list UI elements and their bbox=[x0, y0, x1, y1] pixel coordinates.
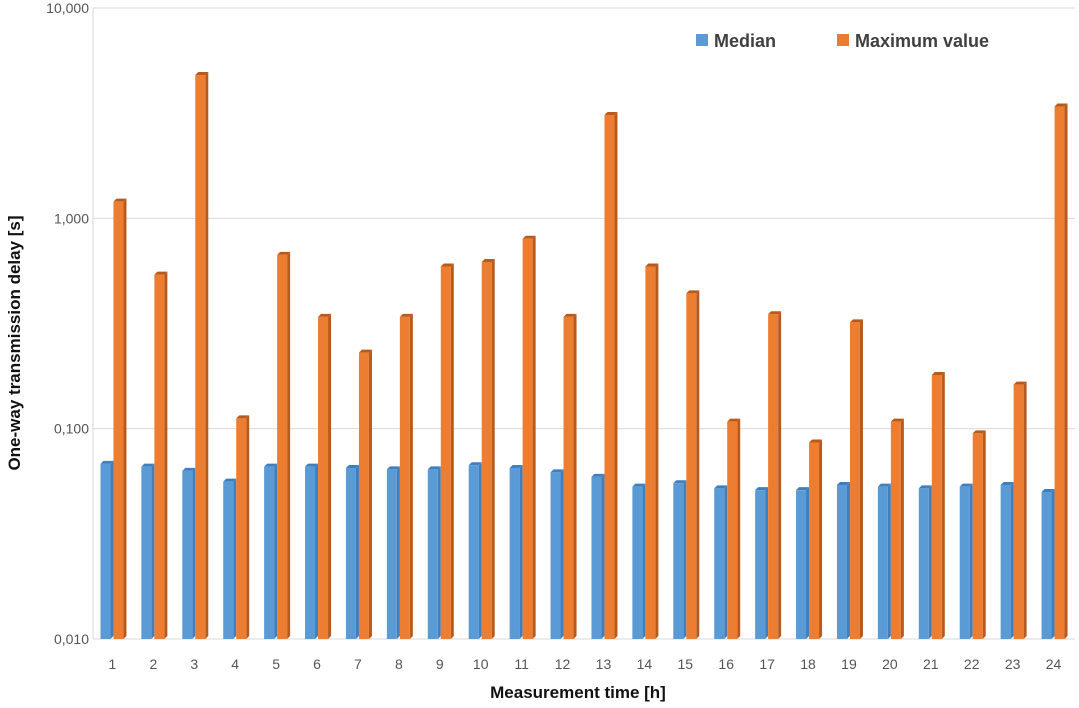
bar-maximum bbox=[686, 290, 700, 639]
y-axis-title: One-way transmission delay [s] bbox=[5, 215, 24, 470]
bar-median bbox=[509, 465, 523, 639]
x-tick-label: 18 bbox=[800, 656, 816, 672]
bar-maximum bbox=[890, 418, 904, 639]
bar-maximum bbox=[1013, 381, 1027, 639]
bar-median bbox=[1000, 481, 1014, 639]
x-tick-label: 20 bbox=[882, 656, 898, 672]
x-tick-label: 11 bbox=[514, 656, 529, 672]
bar-maximum bbox=[563, 313, 577, 639]
x-tick-label: 21 bbox=[923, 656, 939, 672]
x-tick-label: 16 bbox=[718, 656, 734, 672]
bar-maximum bbox=[399, 313, 413, 639]
bar-median bbox=[550, 469, 564, 639]
bar-maximum bbox=[522, 235, 536, 639]
bar-median bbox=[468, 462, 482, 639]
bar-maximum bbox=[809, 439, 823, 639]
y-tick-label: 0,010 bbox=[54, 631, 89, 647]
x-tick-label: 23 bbox=[1005, 656, 1021, 672]
legend: Median Maximum value bbox=[696, 31, 989, 51]
bar-maximum bbox=[604, 111, 618, 640]
x-tick-label: 19 bbox=[841, 656, 857, 672]
y-axis-ticks: 0,010 0,100 1,000 10,000 bbox=[46, 0, 89, 647]
bar-maximum bbox=[277, 251, 291, 640]
bar-maximum bbox=[154, 271, 168, 639]
bar-median bbox=[427, 466, 441, 639]
legend-swatch-maximum bbox=[837, 34, 849, 46]
x-tick-label: 10 bbox=[473, 656, 489, 672]
bar-median bbox=[100, 460, 114, 639]
bar-median bbox=[182, 467, 196, 639]
x-axis-title: Measurement time [h] bbox=[490, 683, 666, 702]
bar-maximum bbox=[972, 430, 986, 639]
legend-swatch-median bbox=[696, 34, 708, 46]
bar-maximum bbox=[358, 349, 372, 639]
x-tick-label: 3 bbox=[190, 656, 198, 672]
bar-median bbox=[959, 483, 973, 639]
x-tick-label: 7 bbox=[354, 656, 362, 672]
bar-median bbox=[796, 487, 810, 639]
bar-maximum bbox=[440, 263, 454, 639]
bar-maximum bbox=[236, 415, 250, 639]
x-tick-label: 9 bbox=[436, 656, 444, 672]
bar-median bbox=[1041, 488, 1055, 639]
bars bbox=[100, 72, 1068, 640]
bar-median bbox=[305, 463, 319, 639]
bar-median bbox=[877, 483, 891, 639]
bar-median bbox=[673, 480, 687, 639]
bar-maximum bbox=[645, 263, 659, 639]
bar-median bbox=[264, 463, 278, 639]
bar-median bbox=[836, 481, 850, 639]
x-tick-label: 24 bbox=[1046, 656, 1062, 672]
bar-median bbox=[918, 485, 932, 639]
bar-maximum bbox=[727, 418, 741, 639]
legend-label-median: Median bbox=[714, 31, 776, 51]
bar-maximum bbox=[1054, 103, 1068, 640]
y-tick-label: 1,000 bbox=[54, 210, 89, 226]
legend-label-maximum: Maximum value bbox=[855, 31, 989, 51]
x-axis-ticks: 1 2 3 4 5 6 7 8 9 10 11 12 13 14 15 16 17 18 19 20 21 22 23 24 bbox=[109, 656, 1062, 672]
bar-maximum bbox=[849, 319, 863, 639]
bar-median bbox=[345, 465, 359, 639]
bar-median bbox=[714, 485, 728, 639]
bar-maximum bbox=[113, 198, 127, 639]
bar-median bbox=[632, 483, 646, 639]
bar-median bbox=[591, 473, 605, 639]
x-tick-label: 13 bbox=[596, 656, 612, 672]
y-tick-label: 10,000 bbox=[46, 0, 89, 16]
x-tick-label: 12 bbox=[555, 656, 571, 672]
bar-maximum bbox=[195, 72, 209, 639]
x-tick-label: 6 bbox=[313, 656, 321, 672]
x-tick-label: 5 bbox=[272, 656, 280, 672]
x-tick-label: 1 bbox=[109, 656, 117, 672]
bar-median bbox=[755, 487, 769, 639]
x-tick-label: 4 bbox=[231, 656, 239, 672]
bar-maximum bbox=[481, 259, 495, 639]
bar-maximum bbox=[768, 311, 782, 639]
x-tick-label: 17 bbox=[759, 656, 775, 672]
bar-maximum bbox=[931, 371, 945, 639]
x-tick-label: 14 bbox=[637, 656, 653, 672]
x-tick-label: 15 bbox=[678, 656, 694, 672]
x-tick-label: 8 bbox=[395, 656, 403, 672]
bar-median bbox=[386, 466, 400, 639]
bar-maximum bbox=[318, 313, 332, 639]
x-tick-label: 22 bbox=[964, 656, 980, 672]
bar-median bbox=[141, 463, 155, 639]
gridlines bbox=[92, 7, 1075, 640]
y-tick-label: 0,100 bbox=[54, 421, 89, 437]
bar-median bbox=[223, 478, 237, 639]
x-tick-label: 2 bbox=[149, 656, 157, 672]
